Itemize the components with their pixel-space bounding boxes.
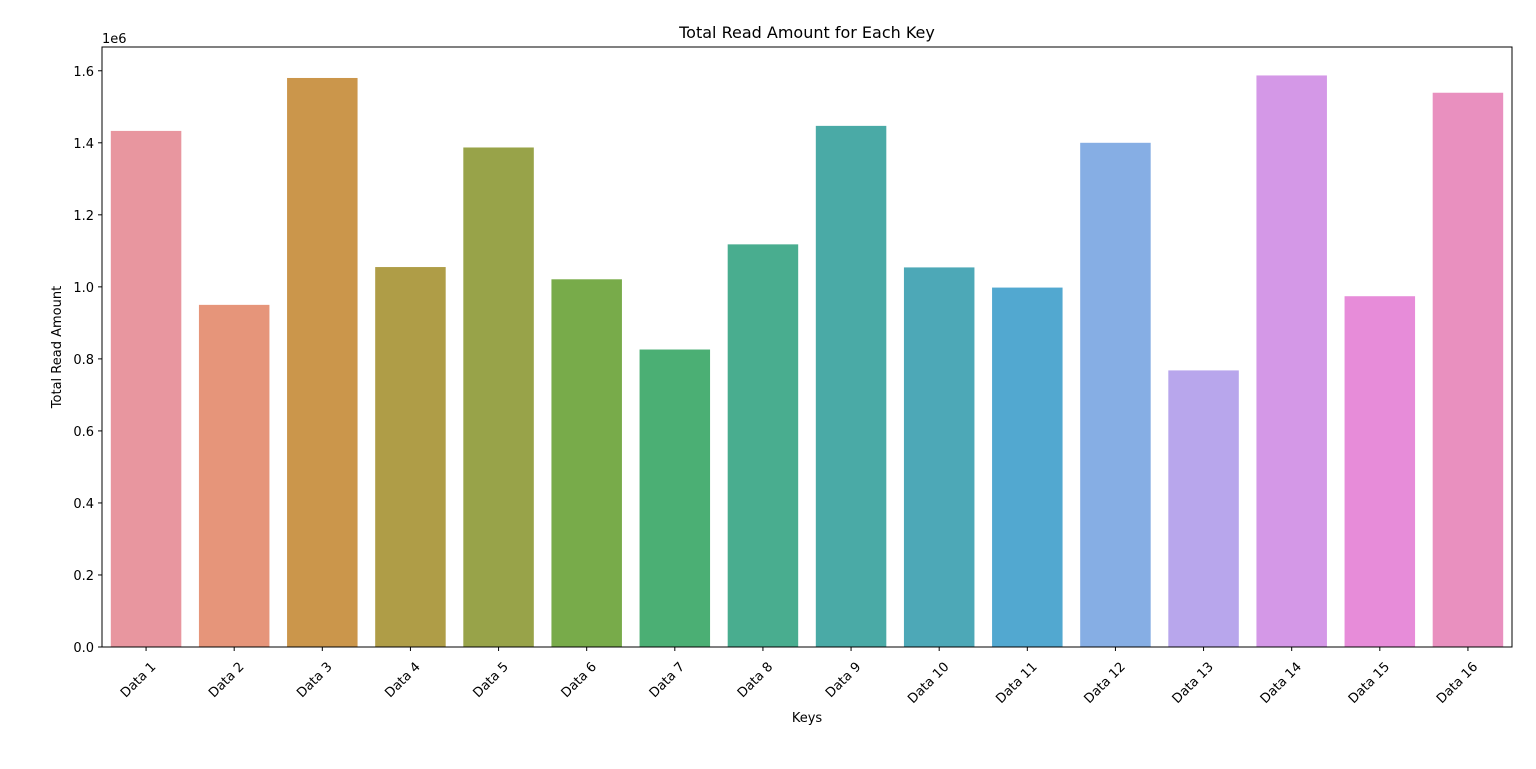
bar-data-11 [992, 287, 1063, 647]
x-axis: Data 1 Data 2 Data 3 Data 4 Data 5 Data 6 Data… [118, 647, 1481, 707]
y-axis: 0.0 0.2 0.4 0.6 0.8 1.0 1.2 1.4 1.6 [73, 65, 102, 656]
bar-data-8 [727, 244, 799, 647]
x-tick-label: Data 16 [1434, 660, 1481, 707]
x-tick-label: Data 11 [993, 660, 1040, 707]
x-tick-label: Data 2 [206, 660, 247, 701]
bar-data-1 [110, 130, 182, 647]
bar-data-15 [1344, 296, 1416, 647]
y-tick-label: 0.6 [73, 425, 94, 440]
x-tick-label: Data 14 [1258, 660, 1305, 707]
bar-data-14 [1256, 75, 1327, 648]
bar-data-12 [1080, 142, 1151, 647]
x-tick-label: Data 9 [823, 660, 864, 701]
y-axis-label: Total Read Amount [50, 286, 65, 409]
x-tick-label: Data 6 [559, 660, 600, 701]
bar-data-7 [639, 349, 711, 647]
y-tick-label: 0.4 [73, 497, 94, 512]
bar-data-3 [287, 77, 358, 647]
bar-data-4 [375, 267, 446, 647]
x-tick-label: Data 8 [735, 660, 776, 701]
x-tick-label: Data 3 [294, 660, 335, 701]
x-tick-label: Data 1 [118, 660, 159, 701]
bar-data-10 [903, 267, 975, 647]
bar-data-13 [1168, 370, 1239, 647]
y-tick-label: 0.8 [73, 353, 94, 368]
chart-title: Total Read Amount for Each Key [678, 23, 935, 42]
plot-frame [101, 46, 1513, 648]
x-tick-label: Data 13 [1170, 660, 1217, 707]
y-axis-offset-label: 1e6 [102, 32, 127, 47]
y-tick-label: 1.6 [73, 65, 94, 80]
x-tick-label: Data 15 [1346, 660, 1393, 707]
x-tick-label: Data 7 [647, 660, 688, 701]
y-tick-label: 1.0 [73, 281, 94, 296]
y-tick-label: 0.2 [73, 569, 94, 584]
x-axis-label: Keys [792, 711, 823, 726]
x-tick-label: Data 5 [470, 660, 511, 701]
y-tick-label: 0.0 [73, 641, 94, 656]
bar-data-5 [463, 147, 534, 647]
x-tick-label: Data 12 [1082, 660, 1129, 707]
bar-data-6 [551, 279, 622, 647]
y-tick-label: 1.4 [73, 137, 94, 152]
bars-group [110, 75, 1504, 648]
bar-data-16 [1432, 92, 1504, 648]
y-tick-label: 1.2 [73, 209, 94, 224]
x-tick-label: Data 4 [382, 660, 423, 701]
x-tick-label: Data 10 [905, 660, 952, 707]
bar-data-2 [198, 304, 270, 647]
bar-data-9 [815, 125, 887, 647]
